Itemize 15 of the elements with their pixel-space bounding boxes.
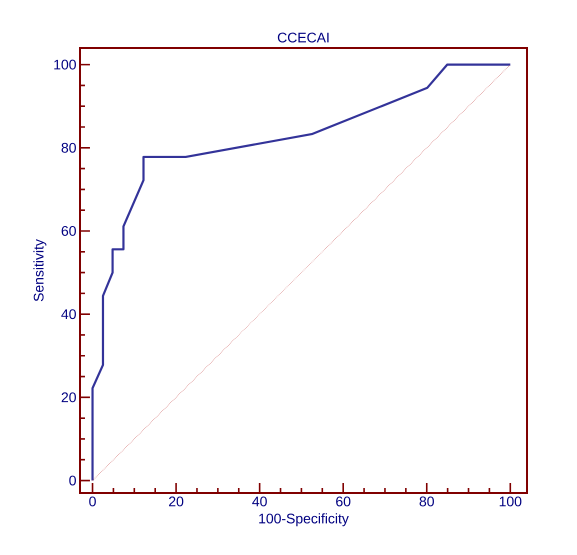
x-tick-label: 0 — [89, 496, 96, 506]
y-tick-label: 60 — [62, 226, 76, 236]
x-axis-title: 100-Specificity — [259, 513, 349, 526]
y-axis-title: Sensitivity — [33, 239, 46, 302]
chart-title: CCECAI — [278, 32, 329, 42]
y-tick-label: 40 — [61, 309, 76, 320]
y-tick-label: 20 — [62, 392, 76, 402]
x-tick-label: 100 — [500, 496, 522, 506]
y-tick-label: 0 — [69, 476, 76, 486]
x-tick-label: 80 — [420, 496, 434, 506]
x-tick-label: 40 — [252, 496, 267, 506]
y-tick-label: 100 — [54, 60, 76, 70]
y-tick-label: 80 — [62, 142, 76, 153]
x-tick-label: 20 — [169, 496, 184, 506]
x-tick-label: 60 — [336, 496, 350, 506]
